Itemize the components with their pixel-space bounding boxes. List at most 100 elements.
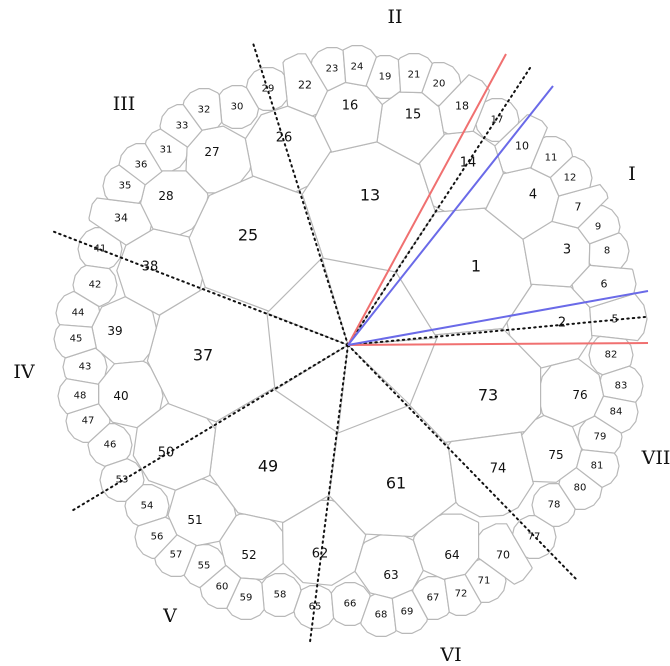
cell-45 xyxy=(53,324,97,359)
cell-label-82: 82 xyxy=(605,350,618,361)
cell-label-23: 23 xyxy=(326,64,339,75)
sector-divider xyxy=(51,230,349,346)
cell-label-65: 65 xyxy=(309,602,322,613)
cell-label-48: 48 xyxy=(74,391,87,402)
cell-label-52: 52 xyxy=(241,548,256,562)
cell-60 xyxy=(199,564,242,610)
cell-label-80: 80 xyxy=(574,483,587,494)
cell-66 xyxy=(330,581,371,627)
cell-label-59: 59 xyxy=(240,593,253,604)
red-ray xyxy=(347,53,507,346)
cell-label-13: 13 xyxy=(360,186,380,205)
cell-label-81: 81 xyxy=(591,461,604,472)
sector-label-3: III xyxy=(113,93,136,115)
cell-label-71: 71 xyxy=(478,576,491,587)
cell-43 xyxy=(62,347,108,385)
cell-12 xyxy=(549,156,593,197)
cell-label-69: 69 xyxy=(401,607,414,618)
cell-69 xyxy=(391,589,429,635)
cell-57 xyxy=(154,534,197,578)
cell-label-83: 83 xyxy=(615,381,628,392)
cell-label-57: 57 xyxy=(170,550,183,561)
cell-label-70: 70 xyxy=(496,549,510,562)
cell-72 xyxy=(444,573,482,617)
sector-label-6: VI xyxy=(439,644,461,666)
cell-48 xyxy=(57,378,100,415)
cell-label-11: 11 xyxy=(545,153,558,164)
cell-label-19: 19 xyxy=(379,72,392,83)
cell-label-30: 30 xyxy=(231,102,244,113)
cell-38 xyxy=(116,228,204,316)
cell-label-66: 66 xyxy=(344,599,357,610)
cell-label-22: 22 xyxy=(298,79,312,92)
cell-label-58: 58 xyxy=(274,590,287,601)
sector-label-1: I xyxy=(628,163,636,185)
cell-76 xyxy=(539,358,605,428)
cell-label-8: 8 xyxy=(604,246,610,257)
cell-label-10: 10 xyxy=(515,140,529,153)
cell-label-34: 34 xyxy=(114,212,128,225)
cell-label-68: 68 xyxy=(375,610,388,621)
cell-label-3: 3 xyxy=(563,243,571,258)
cell-67 xyxy=(411,575,450,621)
sector-label-4: IV xyxy=(13,361,35,383)
sector-divider xyxy=(347,344,578,581)
sector-label-2: II xyxy=(387,6,402,28)
cell-label-46: 46 xyxy=(104,440,117,451)
cell-label-4: 4 xyxy=(529,188,537,203)
cell-label-35: 35 xyxy=(119,181,132,192)
sector-divider xyxy=(252,42,349,346)
cell-11 xyxy=(530,136,574,179)
cell-label-45: 45 xyxy=(70,334,83,345)
cell-label-32: 32 xyxy=(198,105,211,116)
cell-label-24: 24 xyxy=(351,62,364,73)
cell-62 xyxy=(281,499,367,586)
cell-label-26: 26 xyxy=(276,131,293,146)
cell-label-33: 33 xyxy=(176,121,189,132)
cell-label-84: 84 xyxy=(610,407,623,418)
cell-56 xyxy=(134,516,178,560)
cell-label-60: 60 xyxy=(216,582,229,593)
sector-label-7: VII xyxy=(641,447,670,469)
cell-label-16: 16 xyxy=(342,99,359,114)
blue-ray xyxy=(347,85,554,346)
cell-label-63: 63 xyxy=(383,568,398,582)
cell-label-79: 79 xyxy=(594,432,607,443)
cell-label-7: 7 xyxy=(575,201,582,214)
cell-label-1: 1 xyxy=(471,257,481,276)
cell-label-43: 43 xyxy=(79,362,92,373)
cell-label-74: 74 xyxy=(490,462,507,477)
cell-label-44: 44 xyxy=(72,308,85,319)
red-ray xyxy=(347,342,649,346)
cell-74 xyxy=(447,431,535,518)
cell-9 xyxy=(577,205,621,245)
cell-label-14: 14 xyxy=(460,156,477,171)
cell-29 xyxy=(245,66,288,112)
cell-label-36: 36 xyxy=(135,160,148,171)
cell-label-28: 28 xyxy=(158,189,173,203)
cell-8 xyxy=(588,232,630,269)
cell-68 xyxy=(360,593,397,638)
cell-label-25: 25 xyxy=(238,226,258,245)
cell-42 xyxy=(72,264,118,307)
cell-label-73: 73 xyxy=(478,386,498,405)
cell-label-64: 64 xyxy=(444,548,459,562)
sector-divider xyxy=(69,344,349,513)
cell-label-40: 40 xyxy=(113,389,128,403)
cell-label-67: 67 xyxy=(427,593,440,604)
cell-label-47: 47 xyxy=(82,416,95,427)
cell-label-53: 53 xyxy=(116,475,129,486)
cell-label-38: 38 xyxy=(142,260,159,275)
cell-50 xyxy=(132,402,217,491)
cell-84 xyxy=(593,395,639,434)
cell-55 xyxy=(183,543,227,589)
cell-label-42: 42 xyxy=(89,280,102,291)
cell-label-49: 49 xyxy=(258,457,278,476)
cell-83 xyxy=(599,365,644,403)
cell-label-41: 41 xyxy=(94,244,107,255)
cell-58 xyxy=(261,572,302,618)
cell-label-12: 12 xyxy=(564,173,577,184)
